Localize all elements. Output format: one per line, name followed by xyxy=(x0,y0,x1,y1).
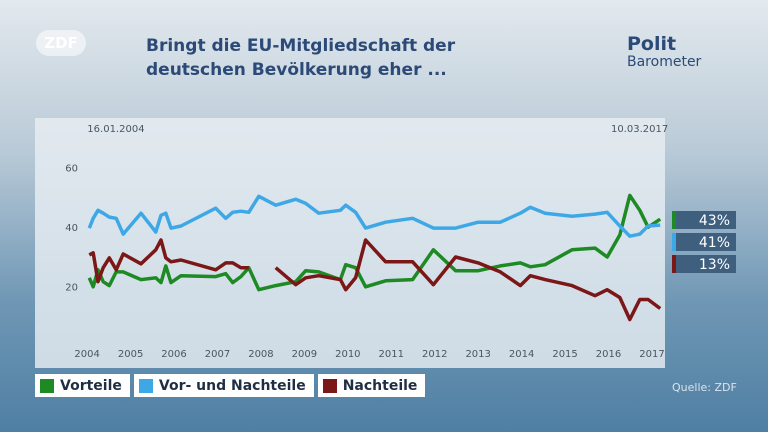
x-tick-label: 2004 xyxy=(74,349,99,360)
legend-label: Vorteile xyxy=(60,377,122,394)
legend-label: Nachteile xyxy=(342,377,418,394)
legend-swatch xyxy=(322,378,337,393)
label-box xyxy=(672,211,736,229)
plot-panel xyxy=(35,118,665,368)
x-tick-label: 2007 xyxy=(205,349,230,360)
line xyxy=(87,194,661,238)
x-tick-label: 2006 xyxy=(161,349,186,360)
legend-item: Nachteile xyxy=(317,374,426,397)
x-tick-label: 2012 xyxy=(422,349,447,360)
y-tick-label: 60 xyxy=(65,164,78,175)
value-label: 43% xyxy=(699,213,730,229)
brand: Polit xyxy=(627,33,677,55)
value-label: 13% xyxy=(699,257,730,273)
start-date: 16.01.2004 xyxy=(87,124,144,135)
x-tick-label: 2017 xyxy=(639,349,664,360)
y-tick-label: 40 xyxy=(65,223,78,234)
legend-label: Vor- und Nachteile xyxy=(158,377,306,394)
label-strip xyxy=(672,255,676,273)
label-box xyxy=(672,233,736,251)
legend-swatch xyxy=(40,378,54,393)
source: Quelle: ZDF xyxy=(672,381,737,394)
y-tick-label: 20 xyxy=(65,283,78,294)
x-tick-label: 2011 xyxy=(379,349,404,360)
value-label: 41% xyxy=(699,235,730,251)
x-tick-label: 2005 xyxy=(118,349,143,360)
label-box xyxy=(672,255,736,273)
x-tick-label: 2010 xyxy=(335,349,360,360)
brand: Barometer xyxy=(627,54,702,70)
legend-item: Vor- und Nachteile xyxy=(133,374,314,397)
line xyxy=(274,238,662,322)
legend-swatch xyxy=(138,378,153,393)
legend-item: Vorteile xyxy=(35,374,130,397)
logo: ZDF xyxy=(36,30,86,56)
line xyxy=(87,193,662,292)
x-tick-label: 2009 xyxy=(292,349,317,360)
label-strip xyxy=(672,211,676,229)
chart-title: Bringt die EU-Mitgliedschaft der deutsch… xyxy=(146,36,456,80)
x-tick-label: 2013 xyxy=(465,349,490,360)
legend: Vorteile Vor- und Nachteile Nachteile xyxy=(35,374,426,397)
x-tick-label: 2016 xyxy=(596,349,621,360)
x-tick-label: 2015 xyxy=(552,349,577,360)
line xyxy=(88,238,249,284)
end-date: 10.03.2017 xyxy=(611,124,668,135)
label-strip xyxy=(672,233,676,251)
x-tick-label: 2014 xyxy=(509,349,534,360)
x-tick-label: 2008 xyxy=(248,349,273,360)
